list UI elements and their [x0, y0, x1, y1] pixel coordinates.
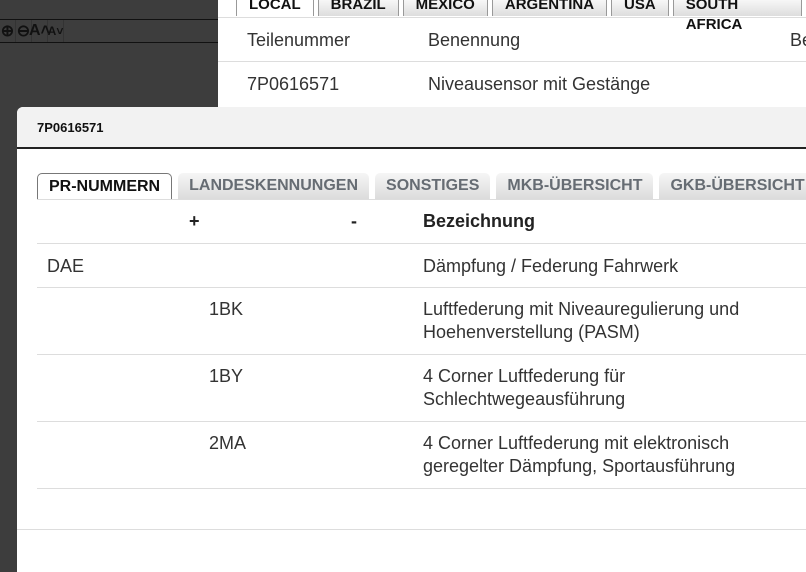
tab-argentina[interactable]: ARGENTINA	[491, 0, 608, 16]
country-tabs: LOCAL BRAZIL MEXICO ARGENTINA USA SOUTH …	[236, 0, 806, 33]
table-row: DAE Dämpfung / Federung Fahrwerk	[37, 244, 806, 288]
tab-landeskennungen[interactable]: LANDESKENNUNGEN	[178, 173, 370, 199]
col-minus: -	[351, 211, 357, 231]
part-number: 7P0616571	[247, 74, 340, 94]
part-detail-modal: 7P0616571 PR-NUMMERN LANDESKENNUNGEN SON…	[17, 107, 806, 572]
description: 4 Corner Luftfederung für	[423, 366, 626, 386]
col-benennung: Benennung	[428, 30, 521, 50]
code: DAE	[47, 256, 85, 276]
zoom-out-icon[interactable]: ⊖	[16, 20, 32, 42]
col-be: Be	[790, 30, 806, 50]
part-name: Niveausensor mit Gestänge	[428, 74, 651, 94]
description: Hoehenverstellung (PASM)	[423, 322, 640, 342]
tab-mkb-uebersicht[interactable]: MKB-ÜBERSICHT	[496, 173, 654, 199]
plus-code: 2MA	[209, 433, 247, 453]
description: Schlechtwegeausführung	[423, 389, 626, 409]
font-decrease-icon[interactable]: A˅	[48, 20, 64, 42]
col-bezeichnung: Bezeichnung	[423, 211, 536, 231]
modal-title: 7P0616571	[17, 107, 806, 149]
description: geregelter Dämpfung, Sportausführung	[423, 456, 736, 476]
description: Luftfederung mit Niveauregulierung und	[423, 299, 740, 319]
table-row: 2MA 4 Corner Luftfederung mit elektronis…	[37, 422, 806, 489]
table-row: 1BY 4 Corner Luftfederung für Schlechtwe…	[37, 355, 806, 422]
viewer-toolbar: ⊕ ⊖ A˄ A˅	[0, 19, 218, 43]
modal-footer	[17, 529, 806, 530]
description: Dämpfung / Federung Fahrwerk	[423, 256, 679, 276]
tab-gkb-uebersicht[interactable]: GKB-ÜBERSICHT	[659, 173, 806, 199]
parts-panel: LOCAL BRAZIL MEXICO ARGENTINA USA SOUTH …	[218, 0, 806, 120]
table-row: 1BK Luftfederung mit Niveauregulierung u…	[37, 288, 806, 355]
table-header: + - Bezeichnung	[37, 200, 806, 244]
font-increase-icon[interactable]: A˄	[29, 20, 50, 42]
col-teilenummer: Teilenummer	[247, 30, 351, 50]
tab-usa[interactable]: USA	[611, 0, 669, 16]
tab-mexico[interactable]: MEXICO	[402, 0, 488, 16]
plus-code: 1BY	[209, 366, 244, 386]
zoom-in-icon[interactable]: ⊕	[0, 20, 16, 42]
tab-south-africa[interactable]: SOUTH AFRICA	[672, 0, 802, 33]
pr-table: + - Bezeichnung DAE Dämpfung / Federung …	[37, 200, 806, 489]
tab-local[interactable]: LOCAL	[236, 0, 314, 16]
description: 4 Corner Luftfederung mit elektronisch	[423, 433, 730, 453]
tab-brazil[interactable]: BRAZIL	[317, 0, 399, 16]
modal-tabs: PR-NUMMERN LANDESKENNUNGEN SONSTIGES MKB…	[37, 173, 806, 200]
plus-code: 1BK	[209, 299, 244, 319]
parts-header-row: Teilenummer Benennung Be	[218, 17, 806, 61]
parts-row[interactable]: 7P0616571 Niveausensor mit Gestänge	[218, 61, 806, 105]
tab-pr-nummern[interactable]: PR-NUMMERN	[37, 173, 173, 199]
tab-sonstiges[interactable]: SONSTIGES	[375, 173, 491, 199]
col-plus: +	[189, 211, 200, 231]
